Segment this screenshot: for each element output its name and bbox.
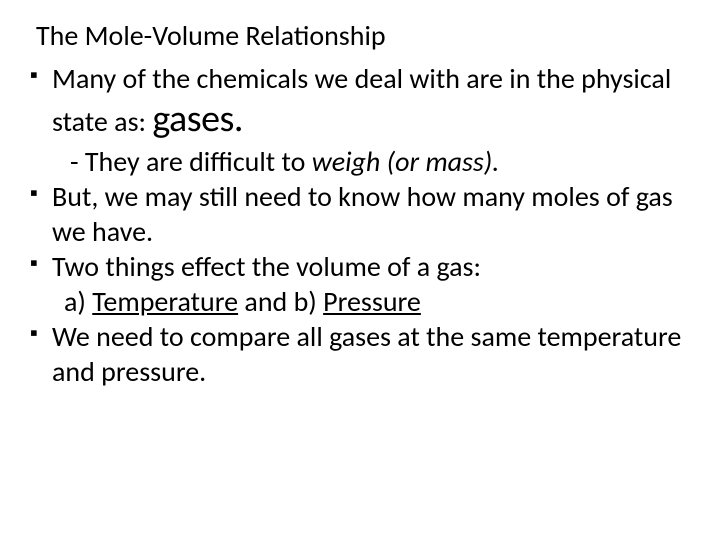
slide: The Mole-Volume Relationship Many of the… [0, 0, 720, 540]
sub-bullet-2a-word: Temperature [92, 284, 238, 319]
sub-bullet-2b-word: Pressure [323, 284, 421, 319]
sub-bullet-1-prefix: - They are difficult to [70, 144, 312, 179]
bullet-3: Two things effect the volume of a gas: [30, 249, 684, 284]
sub-bullet-2a-prefix: a) [64, 284, 92, 319]
bullet-1-text: Many of the chemicals we deal with are i… [52, 61, 671, 139]
bullet-4: We need to compare all gases at the same… [30, 319, 684, 389]
slide-title: The Mole-Volume Relationship [36, 18, 684, 53]
sub-bullet-2: a) Temperature and b) Pressure [30, 284, 684, 319]
sub-bullet-1: - They are difficult to weigh (or mass). [30, 144, 684, 179]
sub-bullet-2-mid: and b) [238, 284, 323, 319]
slide-body: Many of the chemicals we deal with are i… [36, 61, 684, 389]
bullet-1-keyword: gases. [152, 96, 243, 142]
sub-bullet-1-italic: weigh (or mass). [312, 144, 500, 179]
bullet-1: Many of the chemicals we deal with are i… [30, 61, 684, 144]
bullet-2: But, we may still need to know how many … [30, 179, 684, 249]
